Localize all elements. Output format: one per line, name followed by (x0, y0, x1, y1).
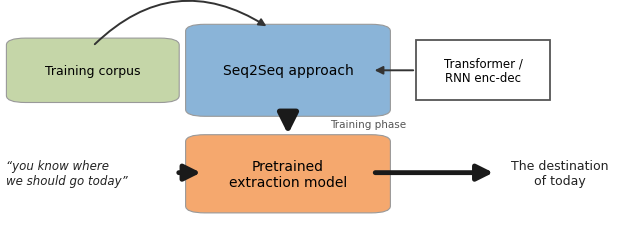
Text: Training corpus: Training corpus (45, 65, 141, 77)
Text: The destination
of today: The destination of today (511, 159, 609, 187)
Text: Seq2Seq approach: Seq2Seq approach (223, 64, 353, 78)
FancyBboxPatch shape (186, 25, 390, 117)
Text: “you know where
we should go today”: “you know where we should go today” (6, 159, 128, 187)
FancyBboxPatch shape (6, 39, 179, 103)
FancyBboxPatch shape (186, 135, 390, 213)
Text: Training phase: Training phase (330, 120, 406, 130)
FancyBboxPatch shape (416, 41, 550, 101)
Text: Transformer /
RNN enc-dec: Transformer / RNN enc-dec (444, 57, 523, 85)
Text: Pretrained
extraction model: Pretrained extraction model (229, 159, 347, 189)
